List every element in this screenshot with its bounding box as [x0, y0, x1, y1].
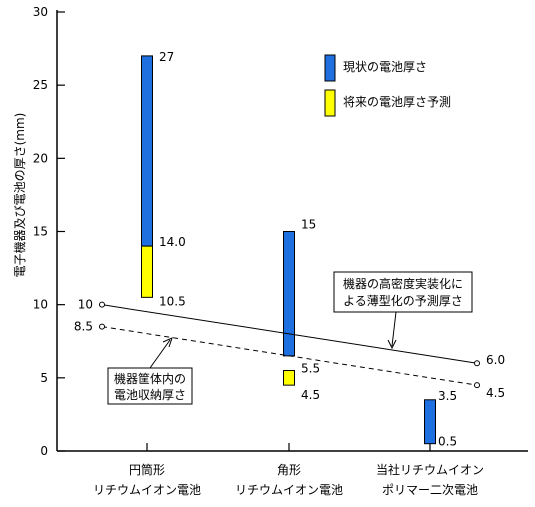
annotation-text: 機器筐体内の	[114, 371, 186, 386]
annotation-leader	[149, 339, 171, 369]
bar-value-label: 5.5	[301, 362, 320, 376]
category-label: 円筒形	[129, 462, 165, 477]
legend-swatch	[324, 54, 336, 82]
annotation-box	[107, 367, 193, 405]
category-label: 当社リチウムイオン	[376, 462, 484, 477]
bar-value-label: 27	[159, 50, 174, 64]
category-label: リチウムイオン電池	[93, 483, 201, 497]
legend-label: 現状の電池厚さ	[343, 60, 427, 74]
dashed-trend-line	[101, 326, 478, 386]
trend-end-label: 6.0	[486, 353, 505, 367]
y-tick-label: 30	[33, 5, 48, 19]
legend-label: 将来の電池厚さ予測	[343, 95, 451, 109]
trend-start-point	[99, 301, 105, 308]
y-tick-label: 15	[33, 225, 48, 239]
trend-lines: 10 6.0 8.5 4.5	[74, 298, 505, 400]
annotation-leader	[391, 311, 397, 347]
trend-end-point	[474, 382, 480, 389]
y-axis-label: 電子機器及び電池の厚さ(mm)	[12, 113, 27, 278]
y-tick-label: 5	[40, 371, 48, 385]
annotation-arrowhead	[162, 337, 173, 348]
bar-value-label: 10.5	[159, 294, 186, 308]
bar-value-label: 3.5	[438, 389, 457, 403]
y-tick-label: 20	[33, 151, 48, 165]
bars: 27 14.0 10.5 15 5.5 4.5 3.5 0.5	[141, 50, 457, 449]
bar-value-label: 15	[301, 218, 316, 232]
category-label: リチウムイオン電池	[235, 483, 343, 497]
category-label: ポリマー二次電池	[382, 483, 478, 497]
trend-start-label: 10	[78, 298, 93, 312]
legend-swatch	[324, 89, 336, 117]
trend-end-label: 4.5	[486, 386, 505, 400]
bar-segment	[141, 55, 153, 247]
bar-segment	[283, 370, 295, 386]
category-label: 角形	[277, 463, 301, 477]
axes: 051015202530電子機器及び電池の厚さ(mm)円筒形リチウムイオン電池角…	[12, 5, 528, 497]
trend-start-point	[99, 323, 105, 330]
trend-end-point	[474, 360, 480, 367]
bar-segment	[424, 399, 436, 445]
bar-segment	[141, 245, 153, 298]
trend-start-label: 8.5	[74, 320, 93, 334]
annotation-text: よる薄型化の予測厚さ	[343, 293, 463, 308]
bar-value-label: 4.5	[301, 388, 320, 402]
bar-segment	[283, 231, 295, 357]
annotation-box	[333, 271, 473, 313]
y-tick-label: 25	[33, 78, 48, 92]
bar-value-label: 14.0	[159, 235, 186, 249]
y-tick-label: 10	[33, 298, 48, 312]
solid-trend-line	[101, 304, 478, 364]
annotation-text: 機器の高密度実装化に	[343, 276, 463, 291]
bar-value-label: 0.5	[438, 435, 457, 449]
y-tick-label: 0	[40, 444, 48, 458]
annotation-text: 電池収納厚さ	[114, 388, 186, 402]
annotation-arrowhead	[387, 339, 397, 350]
